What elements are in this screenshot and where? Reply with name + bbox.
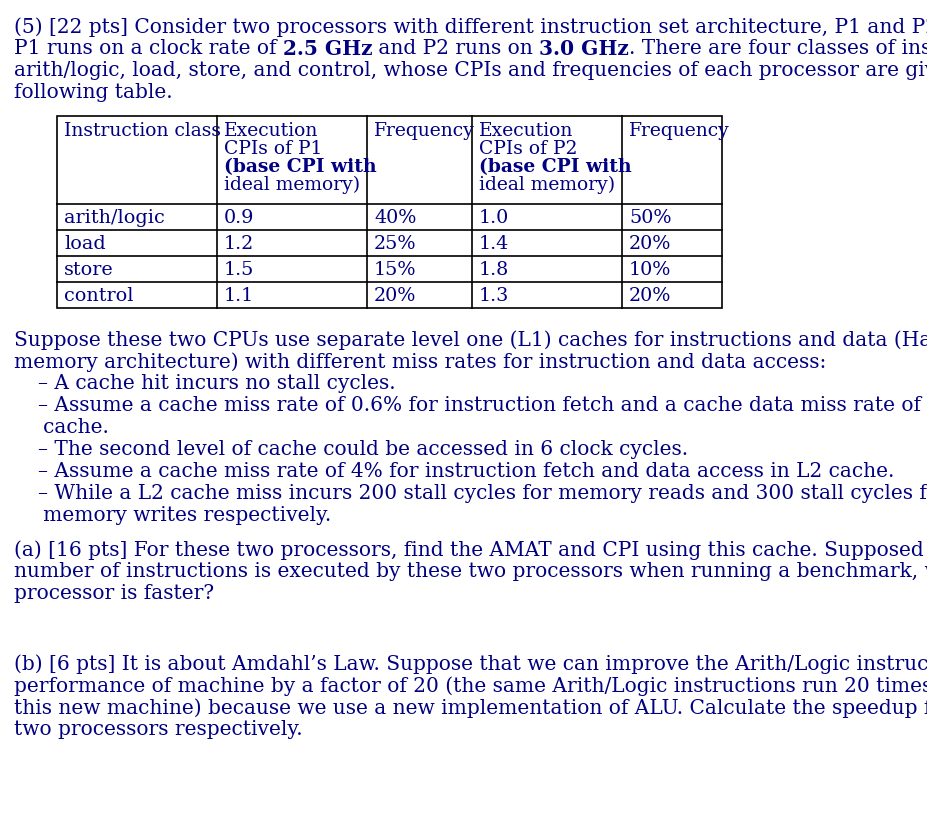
- Text: cache.: cache.: [24, 418, 108, 437]
- Text: this new machine) because we use a new implementation of ALU. Calculate the spee: this new machine) because we use a new i…: [14, 699, 927, 718]
- Text: 1.4: 1.4: [479, 235, 509, 253]
- Text: ideal memory): ideal memory): [479, 176, 616, 194]
- Text: control: control: [64, 287, 133, 305]
- Text: CPIs of P1: CPIs of P1: [224, 140, 323, 158]
- Text: 40%: 40%: [374, 209, 416, 227]
- Text: 10%: 10%: [629, 261, 671, 279]
- Text: – A cache hit incurs no stall cycles.: – A cache hit incurs no stall cycles.: [38, 374, 396, 393]
- Text: CPIs of P2: CPIs of P2: [479, 140, 578, 158]
- Text: 0.9: 0.9: [224, 209, 254, 227]
- Text: load: load: [64, 235, 106, 253]
- Text: – The second level of cache could be accessed in 6 clock cycles.: – The second level of cache could be acc…: [38, 440, 688, 459]
- Text: following table.: following table.: [14, 83, 172, 102]
- Text: 1.0: 1.0: [479, 209, 509, 227]
- Text: arith/logic: arith/logic: [64, 209, 165, 227]
- Text: Frequency: Frequency: [374, 122, 475, 140]
- Text: 20%: 20%: [629, 235, 671, 253]
- Text: Execution: Execution: [224, 122, 318, 140]
- Text: performance of machine by a factor of 20 (the same Arith/Logic instructions run : performance of machine by a factor of 20…: [14, 676, 927, 696]
- Text: Frequency: Frequency: [629, 122, 730, 140]
- Text: Suppose these two CPUs use separate level one (L1) caches for instructions and d: Suppose these two CPUs use separate leve…: [14, 330, 927, 350]
- Bar: [57, 116, 722, 308]
- Text: 20%: 20%: [374, 287, 416, 305]
- Text: 1.8: 1.8: [479, 261, 509, 279]
- Text: 15%: 15%: [374, 261, 416, 279]
- Text: processor is faster?: processor is faster?: [14, 584, 214, 603]
- Text: memory writes respectively.: memory writes respectively.: [24, 506, 331, 525]
- Text: arith/logic, load, store, and control, whose CPIs and frequencies of each proces: arith/logic, load, store, and control, w…: [14, 61, 927, 80]
- Text: (5) [22 pts] Consider two processors with different instruction set architecture: (5) [22 pts] Consider two processors wit…: [14, 17, 927, 36]
- Text: (a) [16 pts] For these two processors, find the AMAT and CPI using this cache. S: (a) [16 pts] For these two processors, f…: [14, 540, 927, 559]
- Text: P1 runs on a clock rate of: P1 runs on a clock rate of: [14, 39, 283, 58]
- Text: Execution: Execution: [479, 122, 574, 140]
- Text: store: store: [64, 261, 114, 279]
- Text: 3.0 GHz: 3.0 GHz: [540, 39, 629, 59]
- Text: 25%: 25%: [374, 235, 416, 253]
- Text: two processors respectively.: two processors respectively.: [14, 720, 302, 739]
- Text: number of instructions is executed by these two processors when running a benchm: number of instructions is executed by th…: [14, 562, 927, 581]
- Text: – Assume a cache miss rate of 0.6% for instruction fetch and a cache data miss r: – Assume a cache miss rate of 0.6% for i…: [38, 396, 927, 415]
- Text: Instruction class: Instruction class: [64, 122, 221, 140]
- Text: . There are four classes of instructions:: . There are four classes of instructions…: [629, 39, 927, 58]
- Text: and P2 runs on: and P2 runs on: [373, 39, 540, 58]
- Text: memory architecture) with different miss rates for instruction and data access:: memory architecture) with different miss…: [14, 352, 826, 371]
- Text: (b) [6 pts] It is about Amdahl’s Law. Suppose that we can improve the Arith/Logi: (b) [6 pts] It is about Amdahl’s Law. Su…: [14, 654, 927, 674]
- Text: 2.5 GHz: 2.5 GHz: [283, 39, 373, 59]
- Text: – Assume a cache miss rate of 4% for instruction fetch and data access in L2 cac: – Assume a cache miss rate of 4% for ins…: [38, 462, 895, 481]
- Text: 50%: 50%: [629, 209, 671, 227]
- Text: 1.2: 1.2: [224, 235, 254, 253]
- Text: 1.1: 1.1: [224, 287, 254, 305]
- Text: 1.3: 1.3: [479, 287, 509, 305]
- Text: (base CPI with: (base CPI with: [479, 158, 631, 176]
- Text: (base CPI with: (base CPI with: [224, 158, 376, 176]
- Text: 20%: 20%: [629, 287, 671, 305]
- Text: – While a L2 cache miss incurs 200 stall cycles for memory reads and 300 stall c: – While a L2 cache miss incurs 200 stall…: [38, 484, 927, 503]
- Text: 1.5: 1.5: [224, 261, 254, 279]
- Text: ideal memory): ideal memory): [224, 176, 360, 194]
